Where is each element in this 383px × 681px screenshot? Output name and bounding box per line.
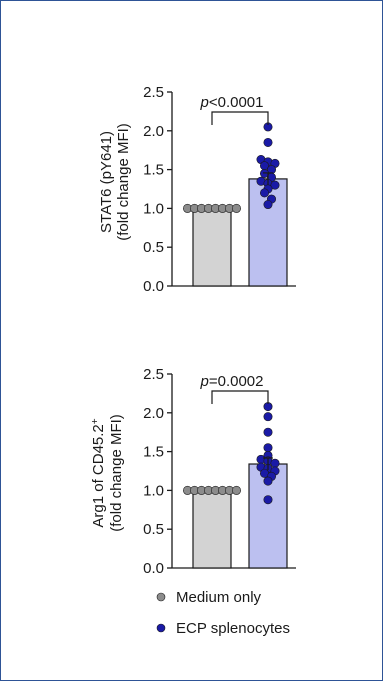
data-point: [270, 458, 280, 468]
y-axis-label-sup: +: [90, 418, 101, 424]
significance-label: p=0.0002: [200, 373, 264, 390]
bar: [192, 489, 232, 569]
data-point: [270, 180, 280, 190]
y-tick-label: 2.0: [143, 405, 164, 422]
p-value: =0.0002: [209, 373, 264, 390]
data-point: [263, 476, 273, 486]
data-point: [263, 412, 273, 422]
legend: Medium only ECP splenocytes: [156, 589, 290, 637]
data-point: [263, 495, 273, 505]
legend-label-ecp: ECP splenocytes: [176, 620, 290, 637]
y-axis-sublabel: (fold change MFI): [108, 414, 125, 532]
y-tick-label: 1.5: [143, 162, 164, 179]
p-symbol: p: [200, 94, 209, 111]
legend-marker-medium: [156, 592, 166, 602]
y-tick-label: 0.0: [143, 278, 164, 295]
significance-bracket: [211, 111, 269, 125]
y-tick-label: 1.0: [143, 482, 164, 499]
p-symbol: p: [200, 373, 209, 390]
y-tick-label: 2.5: [143, 366, 164, 383]
y-tick-label: 0.0: [143, 560, 164, 577]
y-axis-sublabel: (fold change MFI): [115, 123, 132, 241]
data-point: [263, 137, 273, 147]
p-value: <0.0001: [209, 94, 264, 111]
y-axis-label: Arg1 of CD45.2+: [90, 418, 108, 527]
chart-arg1: Arg1 of CD45.2+ (fold change MFI) p=0.00…: [90, 366, 296, 577]
y-tick-label: 2.0: [143, 123, 164, 140]
data-point: [232, 485, 242, 495]
bar: [192, 207, 232, 287]
y-tick-label: 2.5: [143, 84, 164, 101]
y-tick-label: 1.0: [143, 200, 164, 217]
y-tick-label: 0.5: [143, 521, 164, 538]
chart-stat6: STAT6 (pY641) (fold change MFI) p<0.0001…: [98, 84, 296, 295]
y-tick-label: 1.5: [143, 444, 164, 461]
data-point: [232, 203, 242, 213]
data-point: [263, 427, 273, 437]
y-axis-label: STAT6 (pY641): [98, 131, 115, 233]
y-tick-label: 0.5: [143, 239, 164, 256]
y-axis-label-text: Arg1 of CD45.2: [90, 424, 107, 527]
significance-bracket: [211, 390, 269, 404]
legend-label-medium: Medium only: [176, 589, 262, 606]
legend-marker-ecp: [156, 623, 166, 633]
data-point: [259, 188, 269, 198]
data-point: [263, 443, 273, 453]
data-point: [263, 200, 273, 210]
significance-label: p<0.0001: [200, 94, 264, 111]
